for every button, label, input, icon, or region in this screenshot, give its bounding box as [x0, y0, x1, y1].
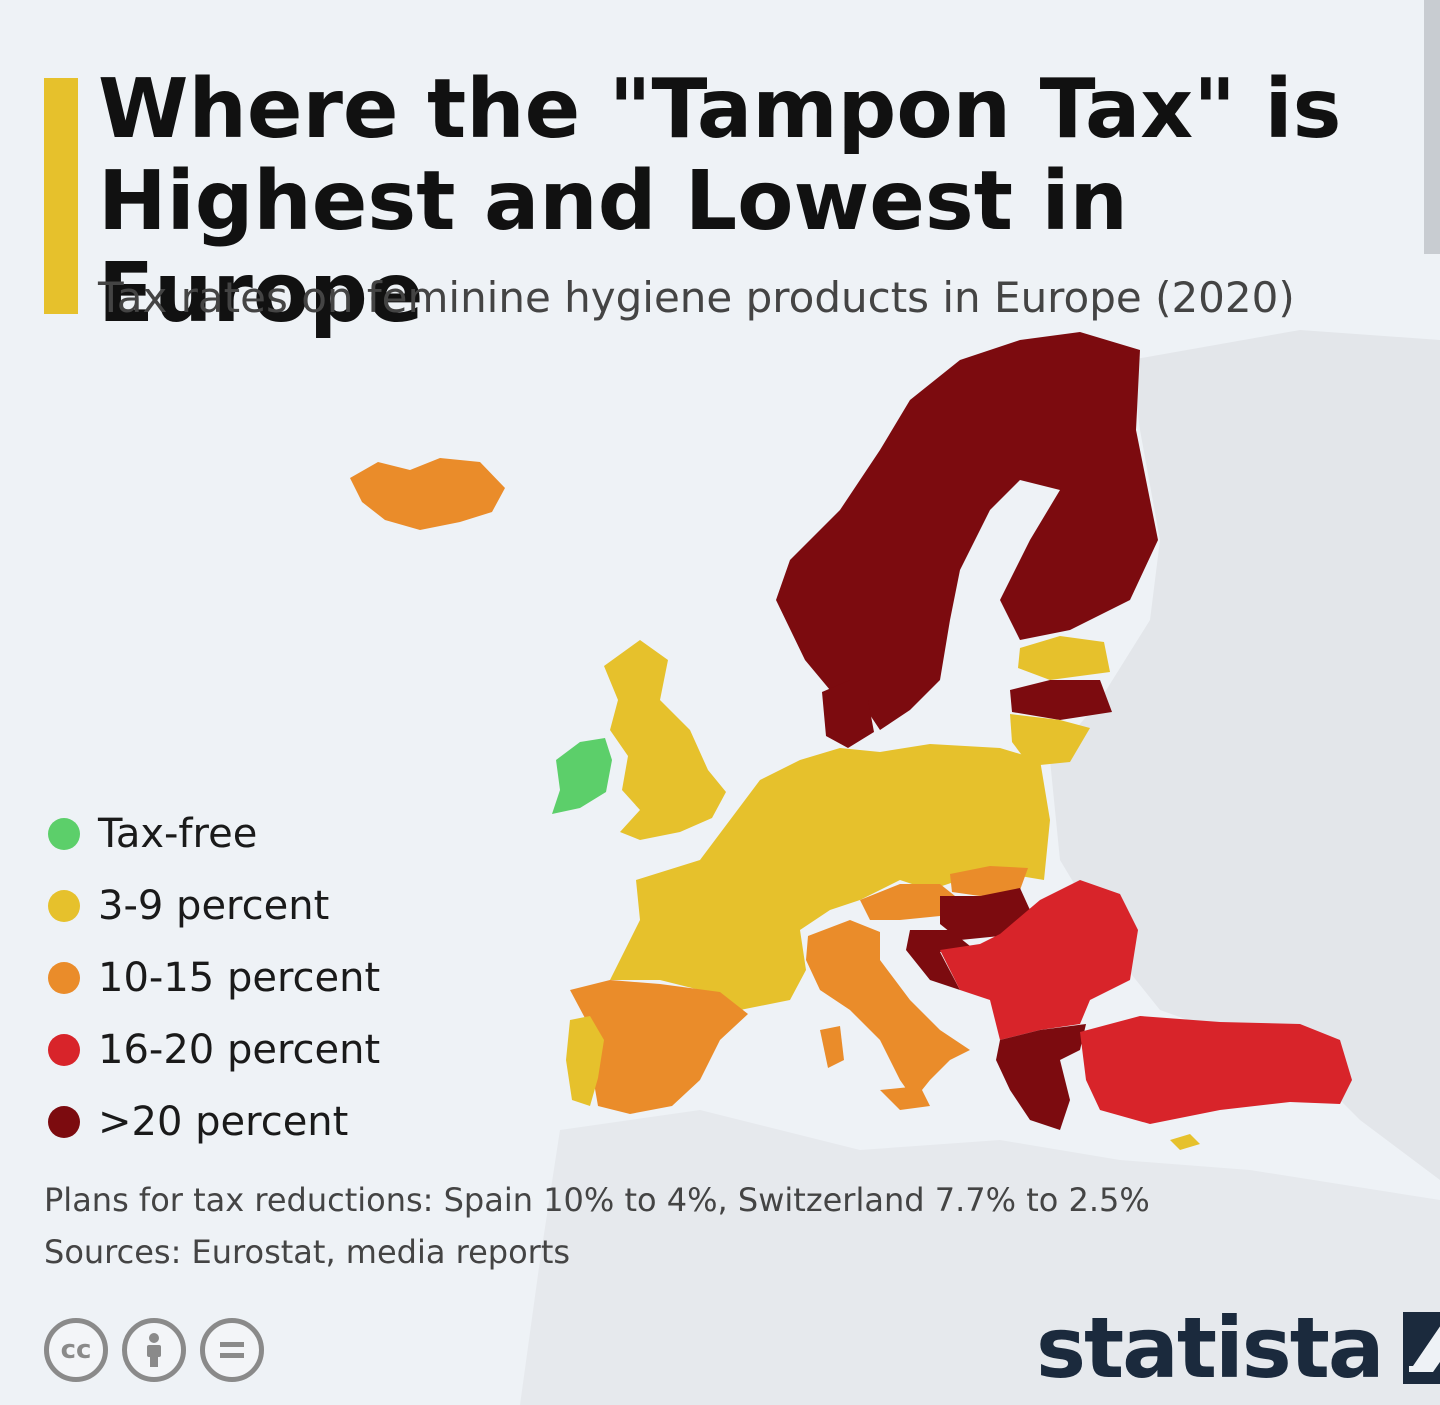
- austria-region: [860, 884, 960, 920]
- denmark-region: [822, 680, 874, 748]
- legend-dot-icon: [48, 818, 80, 850]
- tax-reduction-note: Plans for tax reductions: Spain 10% to 4…: [44, 1181, 1150, 1219]
- legend-item-over-20: >20 percent: [48, 1086, 380, 1158]
- latvia-region: [1010, 680, 1112, 720]
- page-subtitle: Tax rates on feminine hygiene products i…: [98, 273, 1295, 322]
- attribution-icon[interactable]: [122, 1318, 186, 1382]
- cc-icon[interactable]: cc: [44, 1318, 108, 1382]
- brand-logo[interactable]: statista: [1036, 1300, 1440, 1396]
- uk-region: [604, 640, 726, 840]
- legend-dot-icon: [48, 962, 80, 994]
- page-title: Where the "Tampon Tax" is Highest and Lo…: [98, 62, 1342, 341]
- legend-item-tax-free: Tax-free: [48, 798, 380, 870]
- portugal-region: [566, 1016, 604, 1106]
- lithuania-region: [1010, 714, 1090, 766]
- sicily-region: [880, 1086, 930, 1110]
- iceland-region: [350, 458, 505, 530]
- legend-label: 16-20 percent: [98, 1027, 381, 1073]
- estonia-region: [1018, 636, 1110, 680]
- legend-dot-icon: [48, 1034, 80, 1066]
- sardinia-region: [820, 1026, 844, 1068]
- hungary-region: [940, 888, 1030, 940]
- legend-label: 3-9 percent: [98, 883, 330, 929]
- legend-label: Tax-free: [98, 811, 258, 857]
- scandinavia-region: [776, 332, 1158, 730]
- legend-item-16-20: 16-20 percent: [48, 1014, 380, 1086]
- croatia-region: [906, 930, 970, 990]
- cyprus-region: [1170, 1134, 1200, 1150]
- spain-region: [570, 980, 748, 1114]
- legend-label: 10-15 percent: [98, 955, 381, 1001]
- statista-mark-icon: [1402, 1312, 1440, 1384]
- ireland-region: [552, 738, 612, 814]
- license-icons: cc: [44, 1318, 264, 1382]
- legend-item-10-15: 10-15 percent: [48, 942, 380, 1014]
- central-europe-region: [610, 744, 1050, 1010]
- no-derivatives-icon[interactable]: [200, 1318, 264, 1382]
- italy-region: [806, 920, 970, 1100]
- map-background-land: [1050, 330, 1440, 1180]
- slovakia-region: [950, 866, 1028, 896]
- greece-region: [996, 1024, 1086, 1130]
- legend-label: >20 percent: [98, 1099, 349, 1145]
- legend-item-3-9: 3-9 percent: [48, 870, 380, 942]
- scrollbar-thumb[interactable]: [1424, 0, 1440, 254]
- turkey-region: [1080, 1016, 1352, 1124]
- legend: Tax-free 3-9 percent 10-15 percent 16-20…: [48, 798, 380, 1158]
- brand-name: statista: [1036, 1299, 1385, 1397]
- legend-dot-icon: [48, 890, 80, 922]
- title-accent-bar: [44, 78, 78, 314]
- legend-dot-icon: [48, 1106, 80, 1138]
- balkans-region: [940, 880, 1138, 1040]
- source-note: Sources: Eurostat, media reports: [44, 1233, 571, 1271]
- map-background-africa: [520, 1110, 1440, 1405]
